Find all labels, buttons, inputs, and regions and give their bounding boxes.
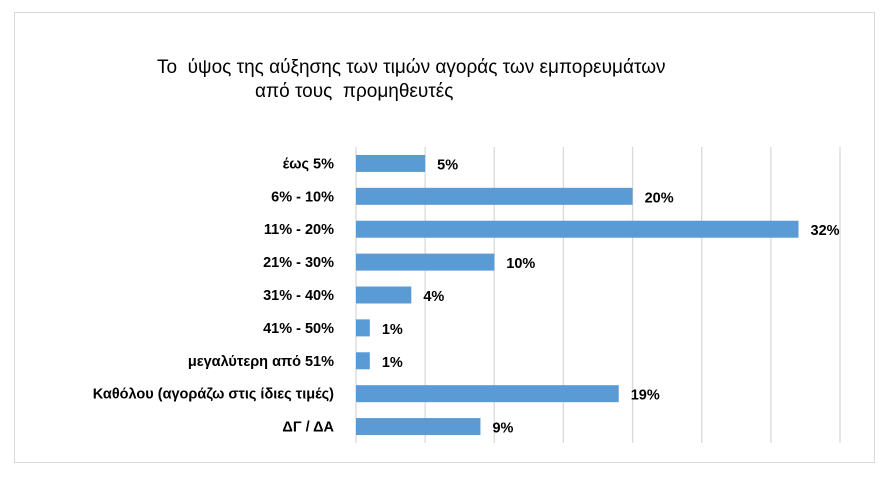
category-label-2: 11% - 20% [264, 222, 334, 238]
category-label-4: 31% - 40% [263, 288, 334, 304]
category-label-5: 41% - 50% [263, 321, 334, 337]
data-label-8: 9% [492, 421, 513, 437]
data-label-6: 1% [382, 355, 403, 371]
data-label-3: 10% [506, 256, 535, 272]
bar-8 [356, 418, 481, 436]
data-label-4: 4% [423, 289, 444, 305]
data-label-7: 19% [631, 388, 660, 404]
bar-2 [356, 220, 799, 238]
bar-7 [356, 385, 619, 403]
category-label-7: Καθόλου (αγοράζω στις ίδιες τιμές) [93, 387, 334, 403]
bar-1 [356, 187, 633, 205]
category-label-8: ΔΓ / ΔΑ [282, 420, 334, 436]
bar-6 [356, 352, 370, 370]
category-label-1: 6% - 10% [271, 189, 334, 205]
chart-frame [14, 12, 875, 463]
category-label-3: 21% - 30% [263, 255, 334, 271]
data-label-5: 1% [382, 322, 403, 338]
bar-5 [356, 319, 370, 337]
bar-0 [356, 154, 426, 172]
category-label-0: έως 5% [283, 156, 334, 172]
data-label-0: 5% [437, 157, 458, 173]
chart-title-line-2: από τους προμηθευτές [255, 81, 454, 102]
data-label-2: 32% [811, 223, 840, 239]
bar-3 [356, 253, 495, 271]
data-label-1: 20% [645, 190, 674, 206]
bar-4 [356, 286, 412, 304]
category-label-6: μεγαλύτερη από 51% [188, 354, 334, 370]
chart-title-line-1: Το ύψος της αύξησης των τιμών αγοράς των… [157, 57, 666, 78]
